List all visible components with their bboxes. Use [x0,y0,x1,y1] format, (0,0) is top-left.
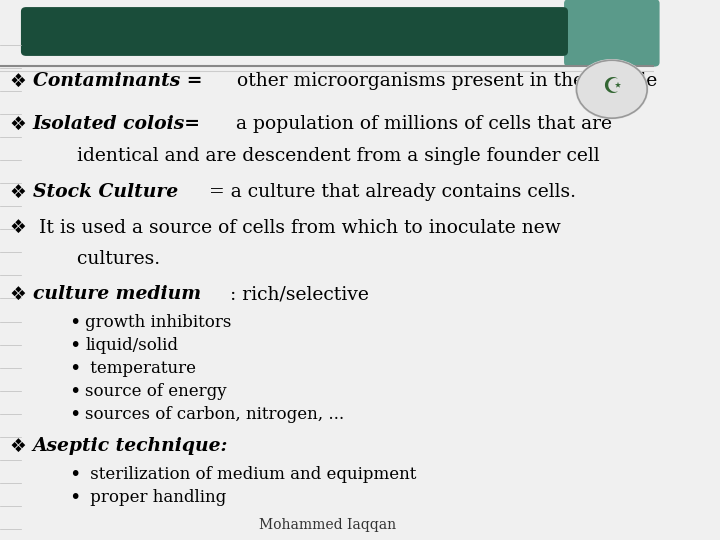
Text: •: • [68,382,80,401]
FancyBboxPatch shape [564,0,660,66]
Text: It is used a source of cells from which to inoculate new: It is used a source of cells from which … [32,219,560,237]
Text: cultures.: cultures. [59,251,160,268]
Text: Aseptic technique:: Aseptic technique: [32,437,228,455]
Text: •: • [68,313,80,332]
Text: growth inhibitors: growth inhibitors [85,314,231,331]
Text: •: • [68,465,80,484]
Text: ❖: ❖ [10,285,27,303]
Text: temperature: temperature [85,360,196,377]
Text: Isolated colois=: Isolated colois= [32,115,201,133]
Text: identical and are descendent from a single founder cell: identical and are descendent from a sing… [59,147,600,165]
Text: ❖: ❖ [10,218,27,237]
Circle shape [576,60,648,119]
Text: proper handling: proper handling [85,489,226,505]
Text: •: • [68,336,80,355]
Text: a population of millions of cells that are: a population of millions of cells that a… [230,115,612,133]
Text: ❖: ❖ [10,114,27,133]
Text: = a culture that already contains cells.: = a culture that already contains cells. [203,183,576,201]
Text: ❖: ❖ [10,436,27,456]
Text: Mohammed Iaqqan: Mohammed Iaqqan [258,518,396,532]
Text: liquid/solid: liquid/solid [85,337,178,354]
Text: •: • [68,406,80,424]
Text: source of energy: source of energy [85,383,227,400]
Text: Stock Culture: Stock Culture [32,183,178,201]
FancyBboxPatch shape [21,7,568,56]
Text: ❖: ❖ [10,183,27,202]
Text: ❖: ❖ [10,72,27,91]
Text: sources of carbon, nitrogen, ...: sources of carbon, nitrogen, ... [85,407,344,423]
Text: : rich/selective: : rich/selective [230,285,369,303]
Text: sterilization of medium and equipment: sterilization of medium and equipment [85,466,416,483]
Text: •: • [68,359,80,379]
Text: culture medium: culture medium [32,285,201,303]
Text: other microorganisms present in the sample: other microorganisms present in the samp… [232,72,658,90]
Text: •: • [68,488,80,507]
Text: Contaminants =: Contaminants = [32,72,202,90]
Text: ☪: ☪ [602,77,622,97]
